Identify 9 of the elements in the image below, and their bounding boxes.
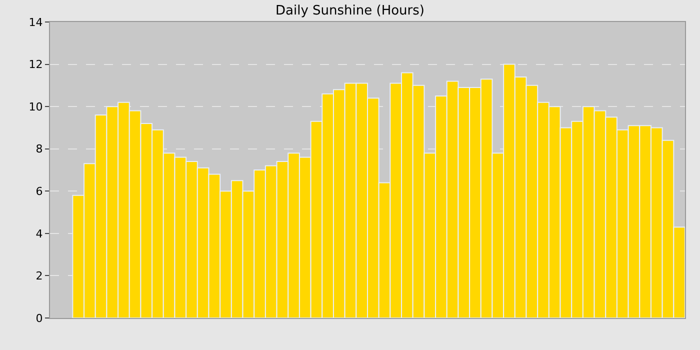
y-tick-label: 8 <box>36 142 43 156</box>
chart-title: Daily Sunshine (Hours) <box>276 3 424 18</box>
y-tick-label: 4 <box>36 227 43 240</box>
y-tick-label: 14 <box>28 16 43 29</box>
y-tick-label: 0 <box>36 312 43 325</box>
y-tick-label: 6 <box>36 184 43 198</box>
y-tick-label: 12 <box>28 58 43 72</box>
y-tick-label: 2 <box>36 270 43 283</box>
y-tick-label: 10 <box>28 100 43 114</box>
